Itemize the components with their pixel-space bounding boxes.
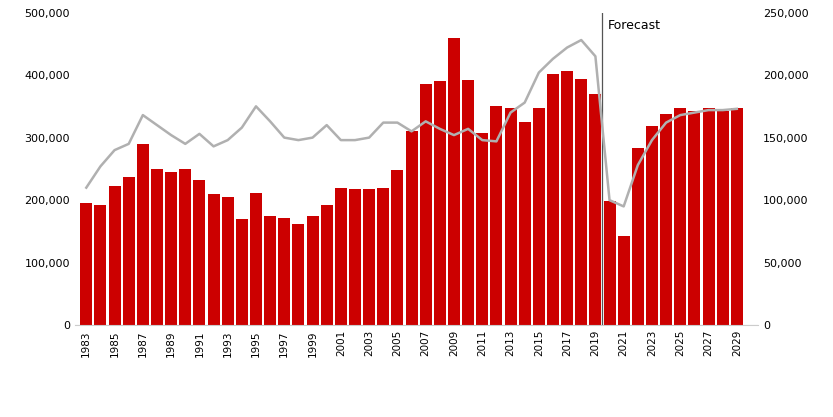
Dwelling completions: [265, 119, 275, 124]
Bar: [646, 126, 658, 325]
Dwelling completions: [407, 129, 416, 134]
Bar: [392, 170, 403, 325]
Dwelling completions: [82, 185, 92, 190]
Bar: [448, 38, 460, 325]
Dwelling completions: [506, 110, 516, 115]
Bar: [335, 188, 347, 325]
Dwelling completions: [718, 108, 728, 113]
Bar: [716, 111, 729, 325]
Bar: [349, 189, 361, 325]
Bar: [476, 133, 488, 325]
Dwelling completions: [690, 110, 700, 115]
Dwelling completions: [619, 204, 629, 209]
Bar: [519, 122, 531, 325]
Bar: [547, 74, 559, 325]
Bar: [660, 114, 672, 325]
Dwelling completions: [647, 138, 657, 143]
Bar: [94, 205, 107, 325]
Bar: [80, 203, 92, 325]
Dwelling completions: [463, 126, 473, 131]
Dwelling completions: [251, 104, 261, 109]
Dwelling completions: [166, 133, 176, 138]
Dwelling completions: [491, 139, 501, 144]
Bar: [688, 111, 701, 325]
Dwelling completions: [520, 100, 530, 105]
Bar: [590, 94, 601, 325]
Text: Forecast: Forecast: [608, 19, 661, 32]
Bar: [108, 186, 121, 325]
Dwelling completions: [449, 133, 459, 138]
Bar: [307, 216, 318, 325]
Legend: Population increase, Dwelling completions: Population increase, Dwelling completion…: [204, 415, 547, 417]
Dwelling completions: [124, 141, 134, 146]
Dwelling completions: [548, 56, 558, 61]
Dwelling completions: [307, 135, 317, 140]
Dwelling completions: [633, 163, 643, 168]
Bar: [434, 81, 446, 325]
Bar: [122, 177, 135, 325]
Dwelling completions: [279, 135, 289, 140]
Dwelling completions: [605, 198, 615, 203]
Dwelling completions: [562, 45, 572, 50]
Dwelling completions: [392, 120, 402, 125]
Dwelling completions: [378, 120, 388, 125]
Bar: [406, 131, 417, 325]
Bar: [363, 189, 375, 325]
Dwelling completions: [676, 113, 686, 118]
Bar: [179, 169, 192, 325]
Bar: [250, 193, 262, 325]
Dwelling completions: [96, 164, 106, 169]
Bar: [618, 236, 630, 325]
Dwelling completions: [180, 141, 190, 146]
Dwelling completions: [322, 123, 332, 128]
Bar: [151, 169, 163, 325]
Bar: [165, 172, 177, 325]
Dwelling completions: [364, 135, 374, 140]
Bar: [207, 194, 220, 325]
Dwelling completions: [661, 120, 671, 125]
Dwelling completions: [110, 148, 120, 153]
Dwelling completions: [194, 131, 204, 136]
Dwelling completions: [435, 126, 445, 131]
Bar: [137, 144, 149, 325]
Bar: [264, 216, 277, 325]
Bar: [491, 106, 502, 325]
Dwelling completions: [237, 125, 247, 130]
Bar: [278, 218, 290, 325]
Dwelling completions: [576, 38, 586, 43]
Dwelling completions: [591, 54, 601, 59]
Bar: [193, 180, 206, 325]
Dwelling completions: [704, 108, 714, 113]
Dwelling completions: [421, 119, 431, 124]
Bar: [420, 84, 431, 325]
Dwelling completions: [477, 138, 487, 143]
Bar: [702, 108, 715, 325]
Bar: [533, 108, 545, 325]
Bar: [321, 205, 332, 325]
Line: Dwelling completions: Dwelling completions: [87, 40, 737, 206]
Bar: [561, 71, 573, 325]
Bar: [462, 80, 474, 325]
Bar: [377, 188, 389, 325]
Bar: [505, 108, 516, 325]
Dwelling completions: [152, 123, 162, 128]
Dwelling completions: [208, 144, 218, 149]
Bar: [292, 224, 304, 325]
Bar: [731, 108, 743, 325]
Dwelling completions: [534, 70, 544, 75]
Bar: [222, 197, 234, 325]
Dwelling completions: [222, 138, 232, 143]
Bar: [576, 80, 587, 325]
Bar: [674, 108, 686, 325]
Dwelling completions: [336, 138, 346, 143]
Dwelling completions: [732, 106, 742, 111]
Dwelling completions: [350, 138, 360, 143]
Dwelling completions: [293, 138, 303, 143]
Bar: [631, 148, 644, 325]
Bar: [604, 201, 616, 325]
Bar: [236, 219, 248, 325]
Dwelling completions: [137, 113, 147, 118]
